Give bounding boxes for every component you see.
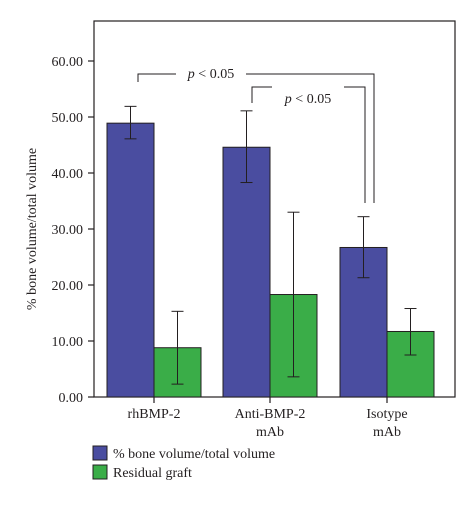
y-axis-label: % bone volume/total volume	[25, 148, 40, 310]
significance-bracket	[137, 73, 176, 82]
y-tick-label: 20.00	[52, 279, 84, 294]
significance-bracket	[344, 86, 366, 203]
p-symbol: p	[187, 67, 195, 82]
y-tick-label: 50.00	[52, 111, 84, 126]
p-symbol: p	[284, 92, 292, 107]
significance-label: p < 0.05	[187, 67, 234, 82]
significance-bracket	[246, 73, 375, 203]
y-tick-label: 0.00	[59, 391, 84, 406]
category-label: Anti-BMP-2	[235, 407, 306, 422]
legend-swatch	[92, 464, 108, 480]
legend-swatch	[92, 445, 108, 461]
y-tick-label: 40.00	[52, 167, 84, 182]
p-value: < 0.05	[195, 67, 234, 82]
legend-label: Residual graft	[113, 466, 192, 481]
legend-label: % bone volume/total volume	[113, 447, 275, 462]
y-tick-label: 60.00	[52, 55, 84, 70]
significance-bracket	[251, 86, 272, 103]
y-tick-label: 30.00	[52, 223, 84, 238]
significance-label: p < 0.05	[284, 92, 331, 107]
category-label: rhBMP-2	[128, 407, 181, 422]
category-label-line2: mAb	[373, 425, 401, 440]
bar-bone-volume	[106, 122, 155, 398]
p-value: < 0.05	[292, 92, 331, 107]
category-label-line2: mAb	[256, 425, 284, 440]
bar-bone-volume	[222, 146, 271, 398]
category-label: Isotype	[366, 407, 407, 422]
y-tick-label: 10.00	[52, 335, 84, 350]
